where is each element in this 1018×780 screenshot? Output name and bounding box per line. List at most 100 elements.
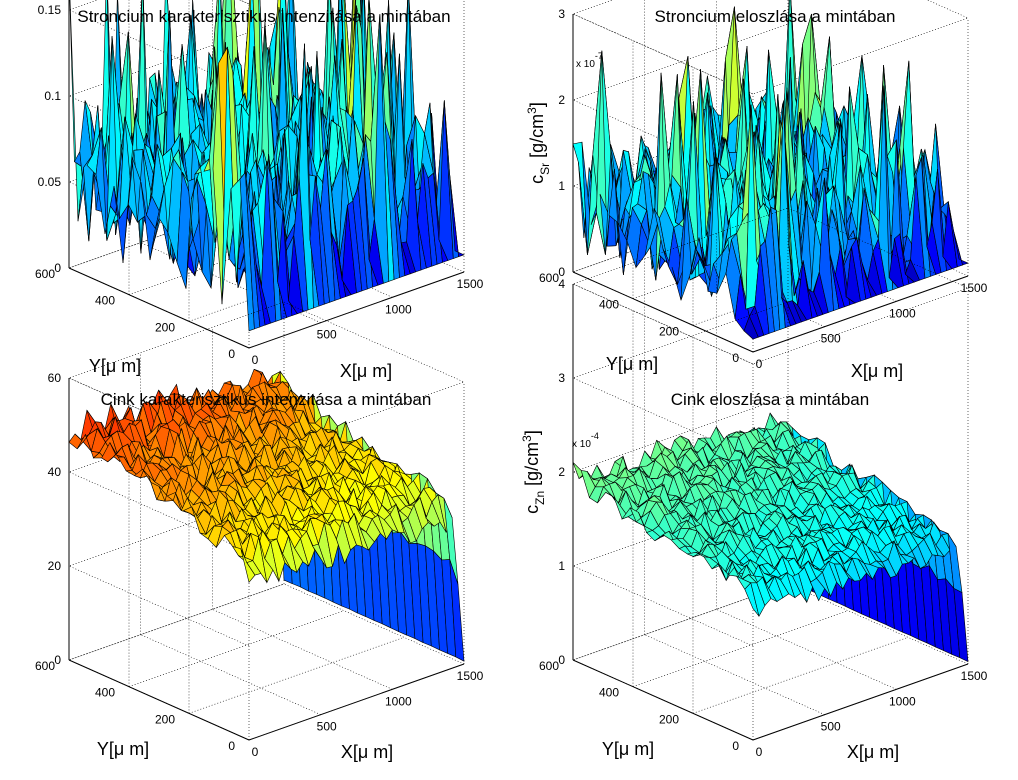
x-tick-label: 0 [756,357,763,371]
x-tick-label: 1000 [889,694,916,708]
y-tick-label: 200 [155,712,175,726]
y-axis-label: Y[μ m] [97,739,149,759]
z-label-unit: [g/cm [522,442,542,491]
z-tick-label: 0.15 [38,3,62,17]
y-axis-label: Y[μ m] [606,354,658,374]
y-axis-line [572,271,754,353]
x-axis-line [248,271,465,349]
z-exponent-label: x 10-4 [572,431,599,450]
axes [572,284,969,741]
z-tick-label: 0 [558,653,565,667]
grid-line [644,634,825,715]
y-tick-label: 400 [95,686,115,700]
y-tick-label: 600 [35,659,55,673]
z-tick-label: 1 [558,179,565,193]
grid-line [68,583,285,741]
x-tick-label: 500 [317,328,337,342]
z-tick-label: 2 [558,93,565,107]
z-exponent-base: x 10 [576,59,595,70]
y-axis-line [572,659,754,741]
x-axis-line [752,663,969,741]
surface-mesh [572,412,969,663]
z-tick-label: 0.1 [44,89,61,103]
z-tick-label: 0 [558,265,565,279]
y-tick-label: 600 [35,267,55,281]
surface-patch [449,559,465,662]
z-tick-label: 0 [54,653,61,667]
x-tick-label: 1000 [385,302,412,316]
x-tick-label: 500 [821,332,841,346]
z-label-superscript: 3 [520,435,534,442]
x-tick-label: 1500 [961,281,988,295]
x-tick-label: 0 [252,745,259,759]
y-tick-label: 0 [228,347,235,361]
axes [68,378,465,741]
z-exponent-base: x 10 [572,439,591,450]
z-label-subscript: Sr [538,163,552,175]
z-tick-label: 20 [48,559,62,573]
chart-title: Cink karakterisztikus intenzitása a mint… [101,390,432,409]
z-label-end: ] [527,102,547,107]
surface-mesh [68,368,465,662]
z-tick-label: 0 [54,261,61,275]
z-tick-label: 1 [558,559,565,573]
y-tick-label: 200 [155,320,175,334]
x-axis-line [248,663,465,741]
axes [572,14,969,353]
z-tick-label: 0.05 [38,175,62,189]
y-axis-line [68,267,250,349]
x-tick-label: 500 [821,720,841,734]
y-tick-label: 0 [732,739,739,753]
z-axis-label: cSr [g/cm3] [525,102,552,184]
y-tick-label: 600 [539,271,559,285]
subplot-sr-intensity: 050010001500020040060000.050.10.150.2Str… [35,0,484,381]
grid-line [140,634,321,715]
grid-line [692,637,909,714]
surface-patch [68,433,84,450]
y-axis-label: Y[μ m] [602,739,654,759]
chart-title: Cink eloszlása a mintában [671,390,869,409]
z-label-unit: [g/cm [527,114,547,163]
y-tick-label: 400 [599,686,619,700]
grid-line [128,610,345,687]
z-tick-label: 60 [48,371,62,385]
surface-patch [953,230,969,266]
z-exponent-power: -7 [595,51,603,61]
x-tick-label: 500 [317,720,337,734]
z-label-symbol: c [527,175,547,184]
y-tick-label: 200 [659,712,679,726]
x-tick-label: 1500 [457,277,484,291]
y-tick-label: 200 [659,324,679,338]
z-tick-label: 2 [558,465,565,479]
chart-title: Stroncium karakterisztikus intenzitása a… [77,7,450,26]
grid-line [716,609,897,690]
x-tick-label: 0 [756,745,763,759]
x-tick-label: 1500 [961,669,988,683]
x-axis-label: X[μ m] [340,361,392,381]
surface-patch [953,587,969,663]
z-label-symbol: c [522,505,542,514]
x-tick-label: 1500 [457,669,484,683]
z-tick-label: 4 [558,277,565,291]
z-axis-label: cZn [g/cm3] [520,430,547,514]
z-exponent-power: -4 [591,431,599,441]
z-tick-label: 3 [558,7,565,21]
grid-line [239,0,262,5]
z-label-end: ] [522,430,542,435]
chart-title: Stroncium eloszlása a mintában [655,7,896,26]
z-tick-label: 40 [48,465,62,479]
y-tick-label: 400 [95,294,115,308]
x-tick-label: 1000 [889,306,916,320]
grid-line [188,637,405,714]
y-tick-label: 0 [228,739,235,753]
x-axis-label: X[μ m] [851,361,903,381]
y-tick-label: 600 [539,659,559,673]
y-axis-line [68,659,250,741]
